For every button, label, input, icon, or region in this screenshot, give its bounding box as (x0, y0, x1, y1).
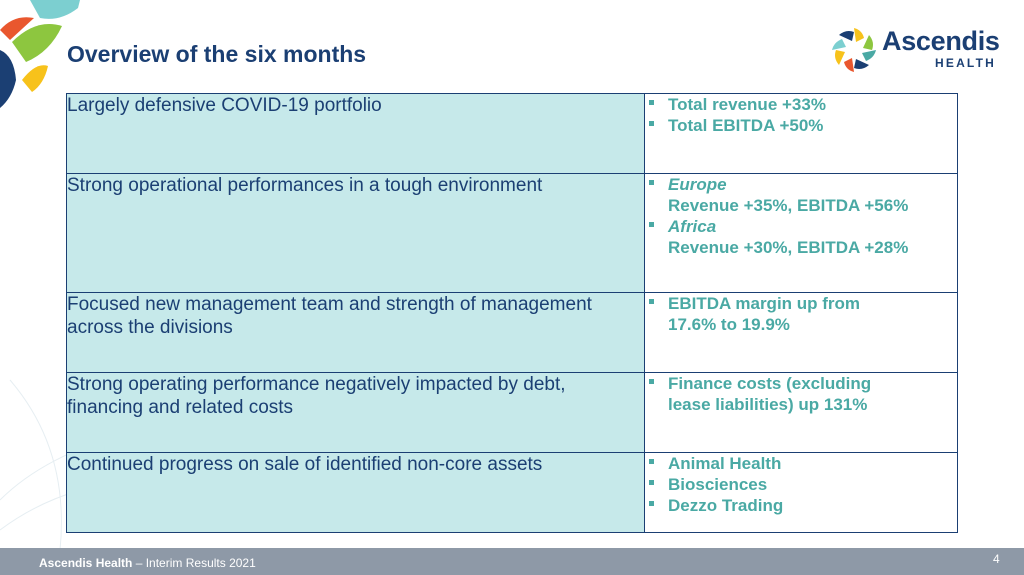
bullet-list: Europe Revenue +35%, EBITDA +56% Africa … (645, 174, 957, 258)
bullet-text: lease liabilities) up 131% (668, 395, 868, 414)
footer-separator: – (132, 556, 146, 570)
bullet-list: Finance costs (excluding lease liabiliti… (645, 373, 957, 415)
bullet-text: Revenue +30%, EBITDA +28% (668, 238, 909, 257)
bullet-item: Finance costs (excluding lease liabiliti… (645, 373, 957, 415)
row-statement: Strong operational performances in a tou… (66, 173, 645, 293)
bullet-text: Dezzo Trading (668, 496, 784, 515)
bullet-item: EBITDA margin up from 17.6% to 19.9% (645, 293, 957, 335)
bullet-text: Finance costs (excluding (668, 374, 872, 393)
row-statement: Continued progress on sale of identified… (66, 452, 645, 533)
row-statement: Strong operating performance negatively … (66, 372, 645, 453)
table-row: Strong operating performance negatively … (66, 372, 958, 453)
bullet-list: Animal Health Biosciences Dezzo Trading (645, 453, 957, 516)
row-highlights: EBITDA margin up from 17.6% to 19.9% (644, 292, 958, 373)
table-row: Strong operational performances in a tou… (66, 173, 958, 293)
table-row: Focused new management team and strength… (66, 292, 958, 373)
bullet-item: Total EBITDA +50% (645, 115, 957, 136)
region-label: Europe (668, 175, 727, 194)
footer-bar: Ascendis Health – Interim Results 2021 4 (0, 548, 1024, 575)
logo-mark-icon (832, 28, 876, 72)
bullet-text: Animal Health (668, 454, 782, 473)
footer-brand: Ascendis Health (39, 556, 133, 570)
logo-wordmark: Ascendis (882, 26, 1000, 56)
table-row: Largely defensive COVID-19 portfolio Tot… (66, 93, 958, 174)
page-title: Overview of the six months (67, 41, 367, 67)
bullet-list: EBITDA margin up from 17.6% to 19.9% (645, 293, 957, 335)
bullet-item: Total revenue +33% (645, 94, 957, 115)
row-statement: Focused new management team and strength… (66, 292, 645, 373)
corner-decoration (0, 0, 80, 108)
overview-table: Largely defensive COVID-19 portfolio Tot… (66, 93, 958, 533)
bullet-list: Total revenue +33% Total EBITDA +50% (645, 94, 957, 136)
row-highlights: Finance costs (excluding lease liabiliti… (644, 372, 958, 453)
row-highlights: Total revenue +33% Total EBITDA +50% (644, 93, 958, 174)
bullet-item: Europe Revenue +35%, EBITDA +56% (645, 174, 957, 216)
bullet-item: Animal Health (645, 453, 957, 474)
bullet-text: Total EBITDA +50% (668, 116, 824, 135)
region-label: Africa (668, 217, 717, 236)
row-highlights: Europe Revenue +35%, EBITDA +56% Africa … (644, 173, 958, 293)
page-number: 4 (993, 552, 1000, 566)
bullet-text: Revenue +35%, EBITDA +56% (668, 196, 909, 215)
bullet-item: Biosciences (645, 474, 957, 495)
table-row: Continued progress on sale of identified… (66, 452, 958, 533)
row-statement: Largely defensive COVID-19 portfolio (66, 93, 645, 174)
bullet-item: Dezzo Trading (645, 495, 957, 516)
footer-caption: Ascendis Health – Interim Results 2021 (39, 556, 256, 570)
bullet-text: Biosciences (668, 475, 768, 494)
bullet-text: EBITDA margin up from (668, 294, 861, 313)
bullet-text: 17.6% to 19.9% (668, 315, 790, 334)
bullet-item: Africa Revenue +30%, EBITDA +28% (645, 216, 957, 258)
footer-text: Interim Results 2021 (145, 556, 256, 570)
bullet-text: Total revenue +33% (668, 95, 826, 114)
logo-subtitle: HEALTH (935, 56, 996, 70)
row-highlights: Animal Health Biosciences Dezzo Trading (644, 452, 958, 533)
company-logo: Ascendis HEALTH (828, 24, 1000, 76)
